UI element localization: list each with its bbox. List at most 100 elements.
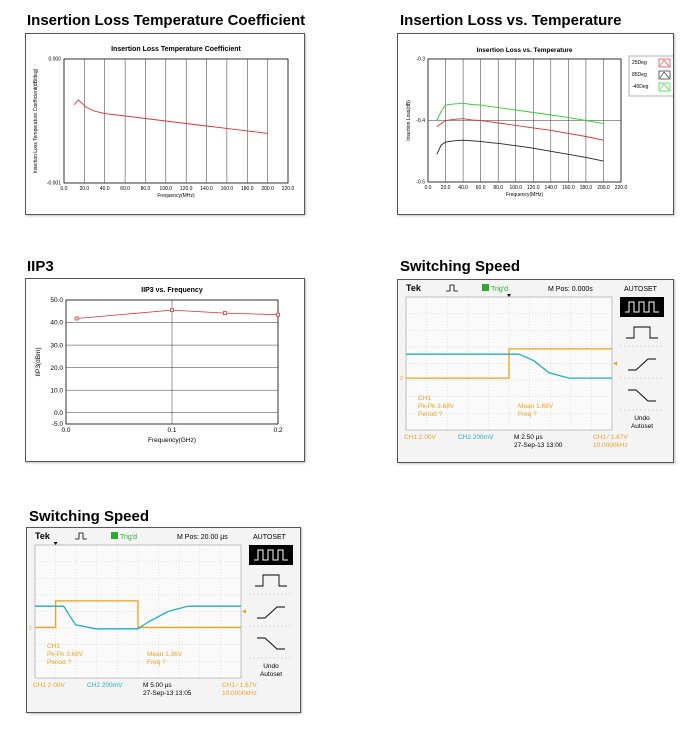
series-line-85Deg: [436, 139, 604, 162]
y-tick-label: 10.0: [50, 387, 63, 394]
x-axis-label: Frequency(MHz): [157, 193, 195, 199]
trig-icon: [482, 284, 489, 291]
falling-edge-icon: [628, 389, 656, 402]
run-indicator-icon: [75, 532, 87, 540]
scope1-frame: Tek Trig'd M Pos: 0.000s AUTOSET 2 CH1 Pk-Pk 3…: [397, 279, 674, 463]
ch1-scale: CH1 2.00V: [33, 682, 65, 689]
trigger-position-marker: [507, 294, 511, 297]
ilt-chart: Insertion Loss Temperature Coefficient 0.…: [33, 46, 294, 199]
trig-icon: [111, 532, 118, 539]
y-tick-label: -0.3: [416, 57, 425, 63]
legend-line: [659, 71, 670, 79]
series-line-25Deg: [436, 118, 604, 141]
x-tick-label: 20.0: [79, 186, 89, 192]
x-tick-label: 200.0: [261, 186, 274, 192]
ch2-marker: 2: [29, 625, 32, 631]
meas-mean: Mean 1.68V: [518, 403, 554, 410]
x-tick-label: 120.0: [527, 185, 540, 191]
y-tick-label: -0.001: [47, 181, 61, 187]
x-tick-label: 80.0: [493, 185, 503, 191]
chart-title: Insertion Loss vs. Temperature: [477, 47, 573, 54]
x-tick-label: 0.0: [61, 427, 70, 434]
rising-edge-icon: [257, 606, 285, 619]
undo-autoset-label-line2: Autoset: [631, 423, 653, 430]
heading-ilt: Insertion Loss Temperature Coefficient: [27, 12, 306, 29]
heading-ilvt: Insertion Loss vs. Temperature: [400, 12, 622, 29]
x-tick-label: 160.0: [562, 185, 575, 191]
ilvt-chart: Insertion Loss vs. Temperature 0.0 20.0 40.…: [406, 47, 675, 198]
data-point: [276, 312, 280, 317]
y-tick-label: -0.5: [416, 180, 425, 186]
trigger-frequency: 10.0000kHz: [222, 690, 257, 697]
ilt-chart-frame: Insertion Loss Temperature Coefficient 0.…: [25, 33, 305, 215]
timestamp: 27-Sep-13 13:05: [143, 690, 192, 697]
trig-status: Trig'd: [491, 286, 508, 293]
ch2-scale: CH2 200mV: [87, 682, 123, 689]
m-pos: M Pos: 0.000s: [548, 286, 593, 293]
ch2-waveform: [35, 605, 241, 630]
legend-label: -40Deg: [632, 84, 649, 90]
legend-swatch: [658, 82, 671, 92]
iip3-chart: IIP3 vs. Frequency 0.0 0.1 0.2 50.0 40.0 30.0 2…: [35, 287, 283, 444]
scope2-frame: Tek Trig'd M Pos: 20.00 µs AUTOSET 2 CH1 Pk-Pk…: [26, 527, 301, 713]
undo-autoset-label-line1: Undo: [634, 415, 650, 422]
x-tick-label: 0.0: [425, 185, 432, 191]
x-tick-label: 0.2: [273, 427, 282, 434]
x-tick-label: 160.0: [221, 186, 234, 192]
undo-autoset-label-line2: Autoset: [260, 671, 282, 678]
legend-line: [659, 83, 670, 91]
legend-swatch: [658, 70, 671, 80]
tek-logo: Tek: [35, 531, 51, 541]
autoset-square-wave-icon: [620, 297, 664, 317]
y-tick-label: 0.000: [48, 57, 61, 63]
trigger-frequency: 10.0000kHz: [593, 442, 628, 449]
x-tick-label: 140.0: [200, 186, 213, 192]
run-indicator-icon: [446, 284, 458, 292]
timebase: M 2.50 µs: [514, 434, 543, 441]
heading-sw1: Switching Speed: [400, 258, 521, 275]
legend-label: 25Deg: [632, 60, 647, 66]
trigger-setting: CH1 ∕ 1.67V: [222, 682, 257, 689]
ch2-waveform: [406, 353, 612, 379]
rising-edge-icon: [628, 358, 656, 371]
y-axis-label: Insertion Loss(dB): [406, 100, 412, 141]
x-tick-label: 0.0: [61, 186, 68, 192]
square-wave-glyph: [254, 549, 288, 561]
meas-period: Period ?: [47, 659, 72, 666]
x-axis-label: Frequency(GHz): [148, 437, 196, 444]
x-tick-label: 140.0: [545, 185, 558, 191]
meas-ch1-label: CH1: [418, 395, 431, 402]
plot-area: [63, 58, 289, 184]
timestamp: 27-Sep-13 13:00: [514, 442, 563, 449]
y-tick-label: 40.0: [50, 320, 63, 327]
data-point: [170, 308, 174, 313]
trig-status: Trig'd: [120, 534, 137, 541]
ch2-marker: 2: [400, 376, 403, 382]
x-tick-label: 220.0: [615, 185, 628, 191]
y-tick-label: -0.4: [416, 118, 425, 124]
x-tick-label: 60.0: [120, 186, 130, 192]
undo-autoset-label-line1: Undo: [263, 663, 279, 670]
y-tick-label: -5.0: [52, 421, 64, 428]
data-point: [74, 316, 79, 321]
trigger-setting: CH1 ∕ 1.67V: [593, 434, 628, 441]
y-tick-label: 0.0: [54, 410, 63, 417]
series-line--40Deg: [436, 102, 604, 125]
y-axis-label: IIP3(dBm): [35, 347, 42, 376]
x-tick-label: 100.0: [160, 186, 173, 192]
trigger-level-marker: [242, 609, 246, 614]
x-tick-label: 80.0: [141, 186, 151, 192]
legend-line: [659, 59, 670, 67]
x-tick-label: 0.1: [167, 427, 176, 434]
falling-edge-icon: [257, 637, 285, 650]
meas-freq: Freq ?: [518, 411, 537, 418]
x-tick-label: 200.0: [597, 185, 610, 191]
m-pos: M Pos: 20.00 µs: [177, 534, 228, 541]
chart-title: IIP3 vs. Frequency: [141, 287, 203, 294]
x-tick-label: 60.0: [476, 185, 486, 191]
chart-title: Insertion Loss Temperature Coefficient: [111, 46, 241, 53]
meas-period: Period ?: [418, 411, 443, 418]
scope2-screen: Tek Trig'd M Pos: 20.00 µs AUTOSET 2 CH1Pk-Pk…: [29, 531, 293, 697]
x-axis-label: Frequency(MHz): [506, 192, 544, 198]
x-tick-label: 120.0: [180, 186, 193, 192]
